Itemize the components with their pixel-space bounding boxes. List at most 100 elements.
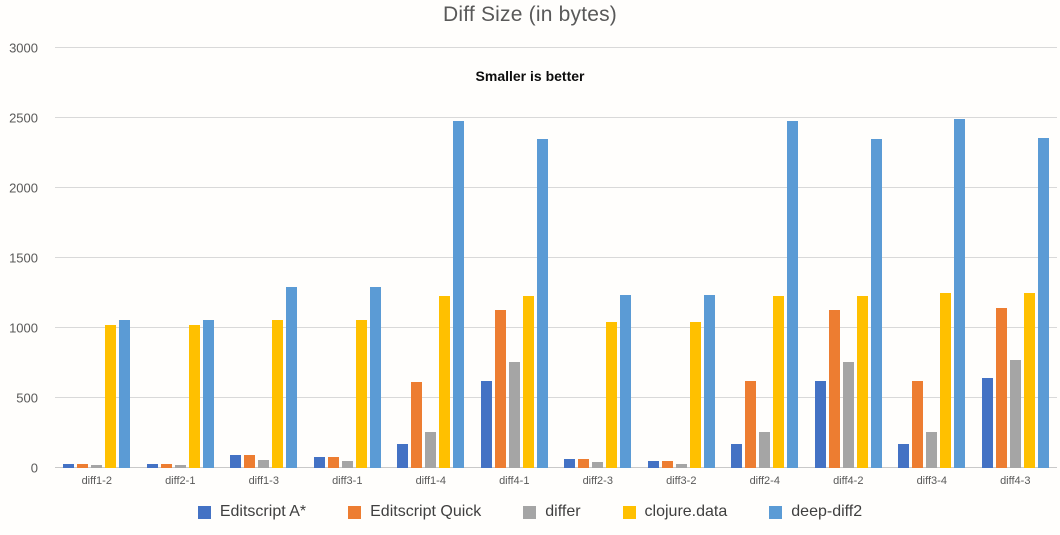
bar-clojure-data	[105, 325, 117, 468]
bar-editscript-quick	[745, 381, 757, 468]
bar-editscript-a	[731, 444, 743, 468]
bar-editscript-a	[146, 463, 158, 468]
legend-label: differ	[545, 503, 581, 520]
bar-group	[723, 48, 807, 468]
bar-deep-diff2	[703, 295, 715, 468]
y-axis-tick-label: 0	[30, 460, 38, 476]
y-axis-tick-label: 2000	[9, 180, 38, 196]
x-axis-tick-label: diff2-1	[165, 475, 196, 487]
bar-deep-diff2	[1037, 137, 1049, 468]
bar-editscript-quick	[578, 458, 590, 468]
x-axis-tick-label: diff3-4	[916, 475, 947, 487]
x-axis-tick-label: diff1-4	[415, 475, 446, 487]
bar-group	[890, 48, 974, 468]
bar-clojure-data	[689, 322, 701, 468]
legend-item-editscript-quick: Editscript Quick	[348, 503, 481, 521]
bar-differ	[425, 432, 437, 468]
bar-editscript-a	[814, 381, 826, 468]
bar-clojure-data	[773, 295, 785, 468]
bar-editscript-a	[480, 381, 492, 468]
bar-editscript-quick	[77, 463, 89, 468]
legend-swatch-deep-diff2	[769, 505, 783, 519]
bar-group	[556, 48, 640, 468]
legend-label: Editscript A*	[219, 503, 307, 520]
bar-deep-diff2	[202, 319, 214, 468]
bar-editscript-quick	[327, 456, 339, 468]
y-axis-tick-label: 2500	[9, 110, 38, 126]
bar-editscript-quick	[494, 309, 506, 468]
bar-differ	[91, 464, 103, 468]
x-axis-tick-label: diff2-3	[582, 475, 613, 487]
bar-editscript-a	[564, 458, 576, 468]
bar-differ	[926, 432, 938, 468]
legend-label: clojure.data	[644, 503, 728, 520]
bar-clojure-data	[522, 295, 534, 468]
bar-clojure-data	[188, 325, 200, 468]
x-axis: diff1-2 diff2-1 diff1-3 diff3-1 diff1-4 diff4…	[55, 475, 1057, 487]
bar-editscript-quick	[912, 381, 924, 468]
bar-differ	[675, 463, 687, 468]
bar-clojure-data	[606, 322, 618, 468]
y-axis-tick-label: 1500	[9, 250, 38, 266]
bar-deep-diff2	[453, 120, 465, 468]
legend-item-editscript-a: Editscript A*	[197, 503, 307, 521]
chart-title: Diff Size (in bytes)	[443, 3, 617, 26]
bar-differ	[508, 361, 520, 468]
legend: Editscript A* Editscript Quick differ cloju…	[0, 503, 1060, 521]
plot-area	[55, 47, 1057, 468]
bar-editscript-a	[898, 444, 910, 468]
gridline	[55, 187, 1057, 189]
legend-item-deep-diff2: deep-diff2	[769, 503, 862, 521]
y-axis-tick-label: 1000	[9, 320, 38, 336]
bar-deep-diff2	[870, 139, 882, 468]
bar-group	[389, 48, 473, 468]
legend-swatch-differ	[523, 505, 537, 519]
gridline	[55, 397, 1057, 399]
bar-editscript-quick	[244, 455, 256, 468]
bar-group	[807, 48, 891, 468]
legend-label: deep-diff2	[791, 503, 863, 520]
bar-deep-diff2	[536, 139, 548, 468]
x-axis-tick-label: diff3-2	[666, 475, 697, 487]
bar-group	[473, 48, 557, 468]
bar-group	[222, 48, 306, 468]
bar-deep-diff2	[954, 119, 966, 468]
bar-differ	[341, 461, 353, 468]
bar-editscript-quick	[661, 461, 673, 468]
legend-item-clojure-data: clojure.data	[622, 503, 728, 521]
bar-deep-diff2	[787, 120, 799, 468]
x-axis-tick-label: diff4-2	[833, 475, 864, 487]
bar-differ	[842, 361, 854, 468]
bar-editscript-a	[647, 461, 659, 468]
bar-editscript-quick	[411, 381, 423, 468]
bar-deep-diff2	[620, 295, 632, 468]
bar-groups	[55, 48, 1057, 468]
bar-editscript-a	[230, 455, 242, 468]
bar-differ	[1009, 360, 1021, 468]
bar-clojure-data	[272, 319, 284, 468]
bar-differ	[258, 460, 270, 468]
bar-deep-diff2	[119, 319, 131, 468]
bar-editscript-quick	[828, 309, 840, 468]
bar-differ	[592, 461, 604, 468]
bar-editscript-a	[981, 378, 993, 468]
gridline	[55, 117, 1057, 118]
bar-group	[55, 48, 139, 468]
bar-editscript-a	[63, 463, 75, 468]
x-axis-tick-label: diff4-1	[499, 475, 530, 487]
y-axis-tick-label: 500	[16, 390, 38, 406]
legend-swatch-editscript-a	[197, 505, 211, 519]
bar-editscript-a	[313, 456, 325, 468]
legend-item-differ: differ	[523, 503, 581, 521]
bar-group	[974, 48, 1058, 468]
bar-editscript-a	[397, 444, 409, 468]
bar-clojure-data	[940, 293, 952, 468]
bar-clojure-data	[355, 319, 367, 468]
gridline	[55, 47, 1057, 48]
x-axis-tick-label: diff2-4	[749, 475, 780, 487]
legend-label: Editscript Quick	[370, 503, 482, 520]
y-axis-tick-label: 3000	[9, 40, 38, 56]
x-axis-tick-label: diff1-2	[81, 475, 112, 487]
x-axis-tick-label: diff4-3	[1000, 475, 1031, 487]
